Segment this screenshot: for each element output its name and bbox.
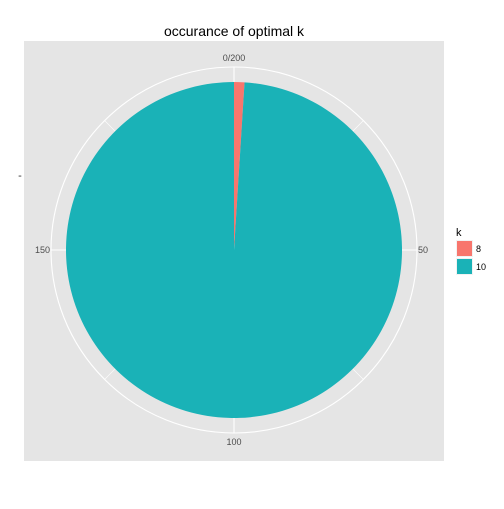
angular-tick-label: 150 bbox=[35, 245, 50, 255]
chart-title: occurance of optimal k bbox=[164, 23, 305, 39]
legend-swatch-8 bbox=[457, 241, 472, 256]
legend-title: k bbox=[456, 227, 462, 239]
legend-label-8: 8 bbox=[476, 244, 481, 254]
angular-ticks: 0/200 50 100 150 bbox=[35, 53, 428, 447]
legend: k 8 10 bbox=[456, 227, 486, 275]
pie-slice-10 bbox=[65, 82, 402, 418]
pie-slice-8 bbox=[234, 82, 245, 250]
angular-tick-label: 50 bbox=[418, 245, 428, 255]
y-axis-tick: - bbox=[18, 170, 22, 182]
angular-tick-label: 100 bbox=[226, 437, 241, 447]
legend-swatch-10 bbox=[457, 259, 472, 274]
angular-tick-label: 0/200 bbox=[223, 53, 246, 63]
legend-label-10: 10 bbox=[476, 262, 486, 272]
pie-slices bbox=[65, 82, 402, 418]
